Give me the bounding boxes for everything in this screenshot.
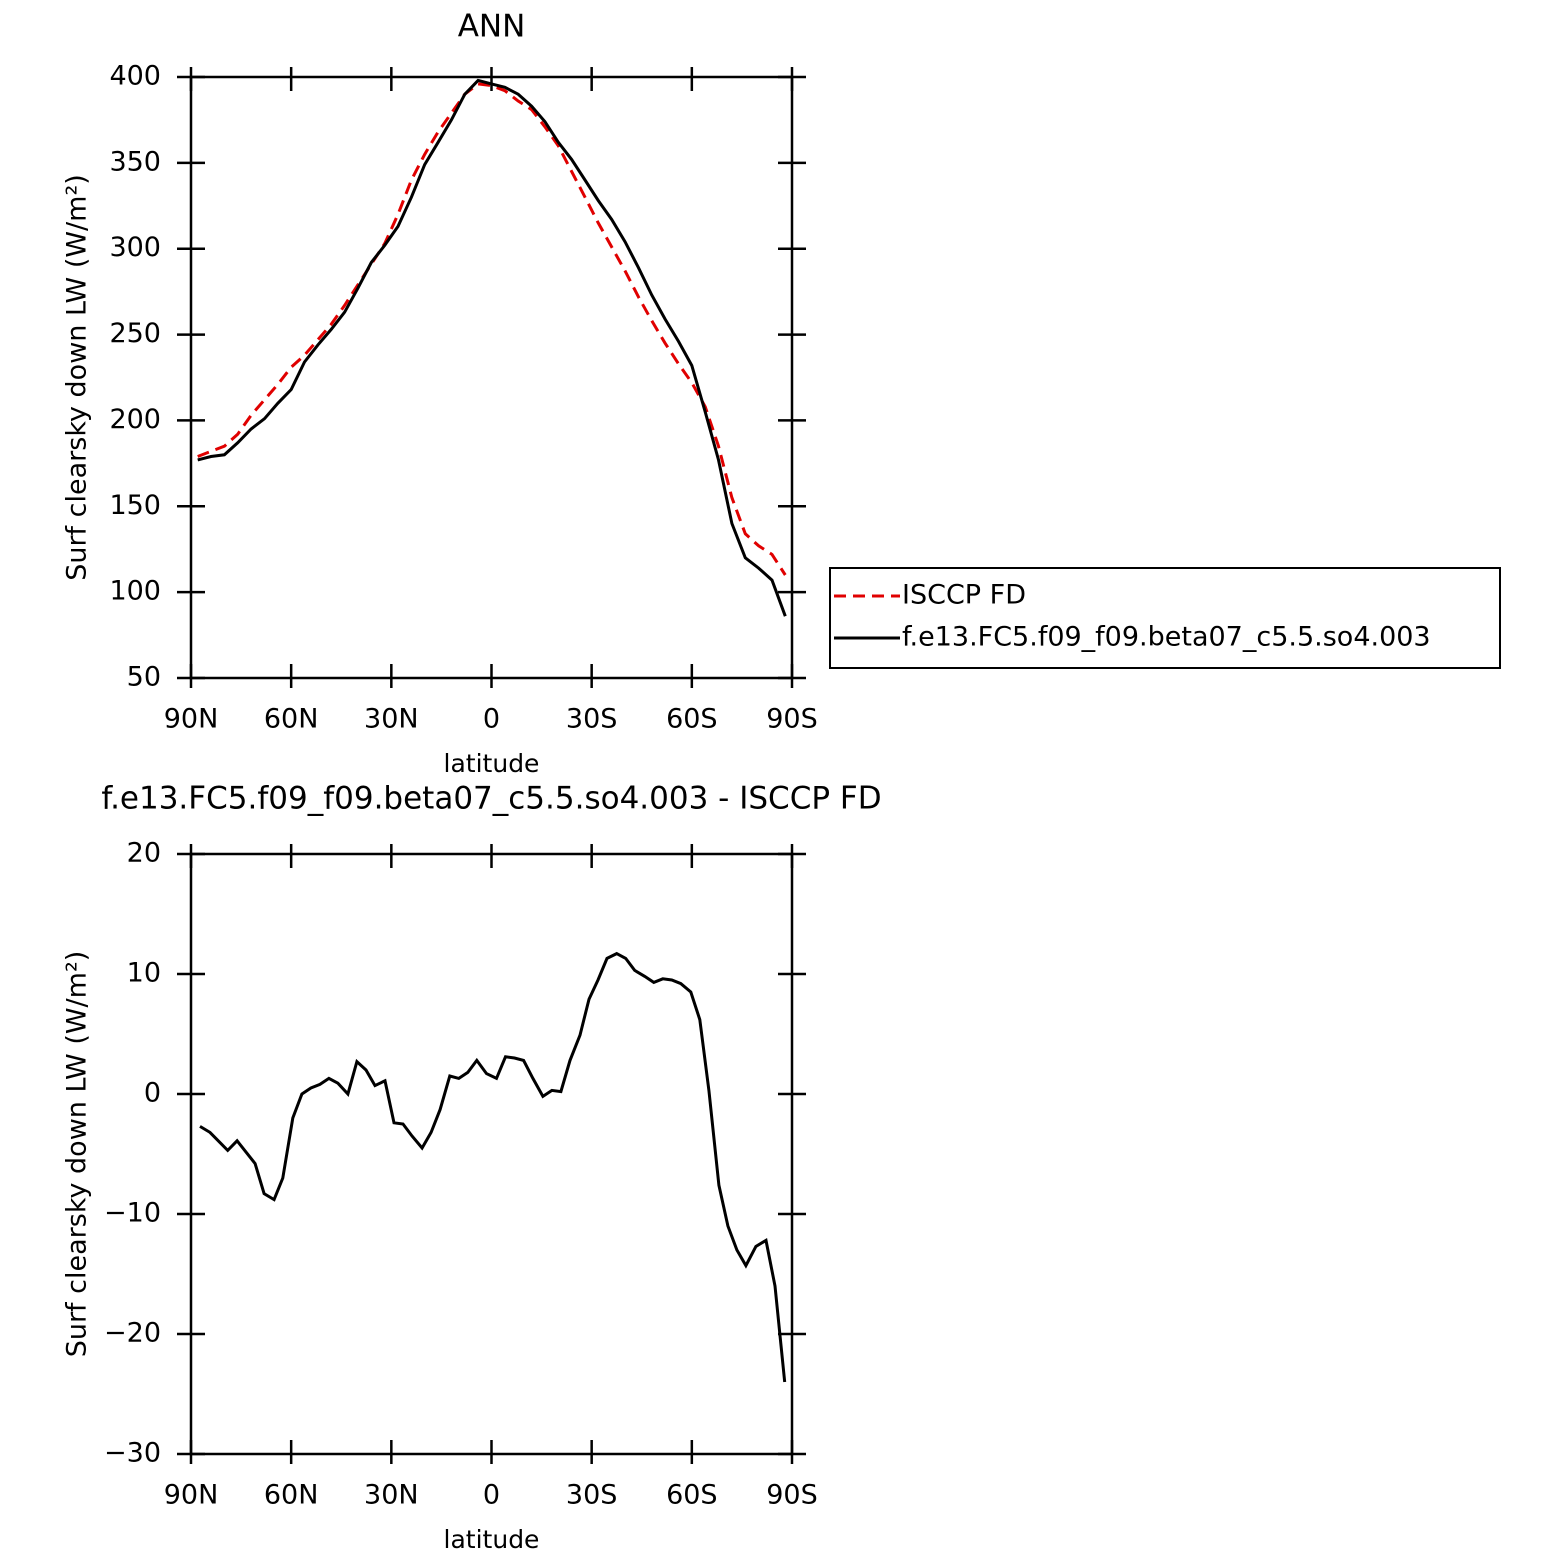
x-tick-label: 0 (483, 1480, 500, 1511)
y-tick-label: 20 (127, 838, 161, 869)
legend-label: ISCCP FD (902, 580, 1026, 611)
x-axis-label: latitude (444, 749, 540, 778)
y-tick-label: 200 (109, 404, 161, 435)
x-tick-label: 60S (666, 1480, 718, 1511)
data-line (197, 82, 787, 576)
y-axis-label: Surf clearsky down LW (W/m²) (62, 174, 93, 581)
x-tick-label: 60S (666, 704, 718, 735)
y-tick-label: 50 (127, 662, 161, 693)
x-tick-label: 30N (364, 1480, 419, 1511)
y-tick-label: 10 (127, 958, 161, 989)
x-tick-label: 0 (483, 704, 500, 735)
x-tick-label: 30S (566, 1480, 618, 1511)
chart-title: f.e13.FC5.f09_f09.beta07_c5.5.so4.003 - … (101, 781, 881, 817)
y-tick-label: −30 (104, 1438, 161, 1469)
legend-box (829, 567, 1501, 669)
y-tick-label: −10 (104, 1198, 161, 1229)
y-tick-label: 250 (109, 318, 161, 349)
x-tick-label: 30N (364, 704, 419, 735)
y-tick-label: 150 (109, 490, 161, 521)
y-tick-label: 0 (144, 1078, 161, 1109)
x-tick-label: 90N (164, 1480, 219, 1511)
data-line (199, 951, 787, 1383)
y-tick-label: −20 (104, 1318, 161, 1349)
y-tick-label: 100 (109, 576, 161, 607)
y-tick-label: 400 (109, 61, 161, 92)
x-tick-label: 30S (566, 704, 618, 735)
legend-label: f.e13.FC5.f09_f09.beta07_c5.5.so4.003 (902, 622, 1431, 653)
x-tick-label: 90S (766, 704, 818, 735)
x-tick-label: 90N (164, 704, 219, 735)
chart-title: ANN (458, 9, 526, 45)
data-line (197, 78, 787, 617)
plot-frame (189, 75, 794, 680)
y-axis-label: Surf clearsky down LW (W/m²) (62, 951, 93, 1358)
y-tick-label: 350 (109, 146, 161, 177)
x-tick-label: 90S (766, 1480, 818, 1511)
x-tick-label: 60N (264, 1480, 319, 1511)
x-tick-label: 60N (264, 704, 319, 735)
plot-frame (189, 852, 794, 1456)
y-tick-label: 300 (109, 232, 161, 263)
x-axis-label: latitude (444, 1525, 540, 1554)
